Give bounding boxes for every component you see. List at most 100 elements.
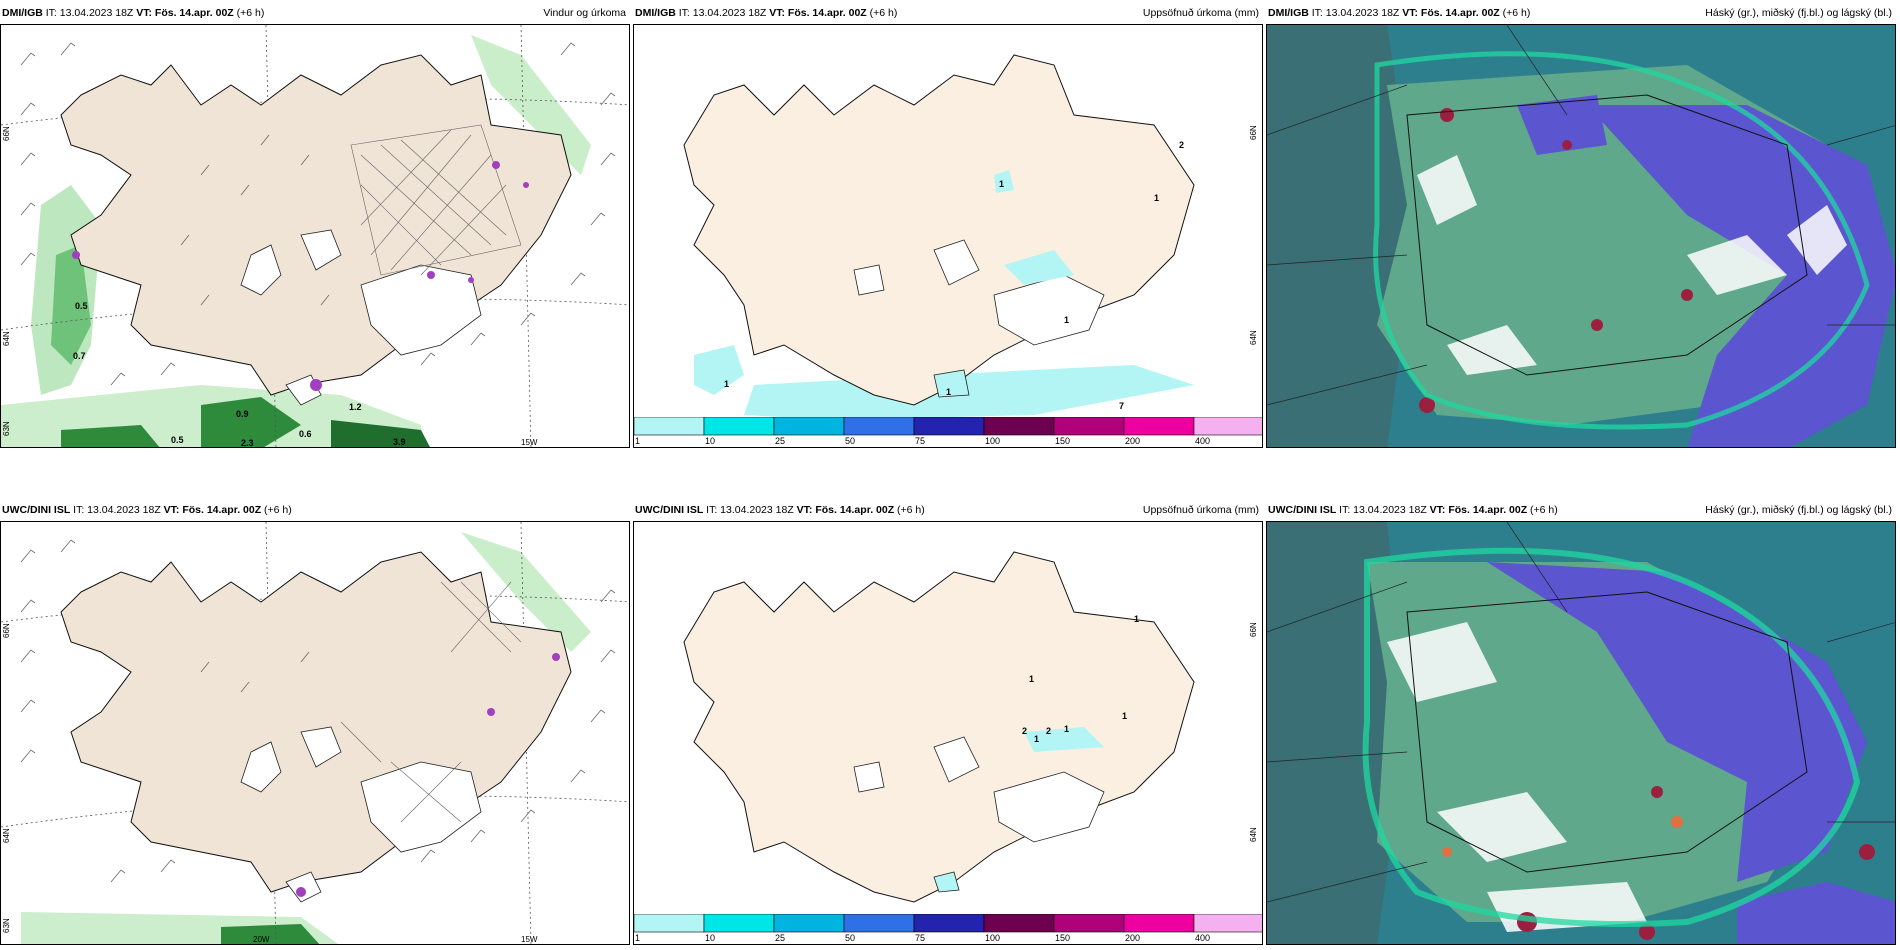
svg-text:0.6: 0.6 xyxy=(299,429,312,439)
colorbar-tick: 10 xyxy=(705,436,715,446)
colorbar-tick: 200 xyxy=(1125,436,1140,446)
colorbar-tick: 150 xyxy=(1055,933,1070,943)
colorbar-cell xyxy=(1053,417,1125,436)
panel-title: Háský (gr.), miðský (fj.bl.) og lágský (… xyxy=(1705,504,1892,516)
colorbar-tick: 200 xyxy=(1125,933,1140,943)
svg-text:64N: 64N xyxy=(2,828,11,843)
colorbar-cell xyxy=(1193,417,1262,436)
panel-precip-bottom: UWC/DINI ISL IT: 13.04.2023 18Z VT: Fös.… xyxy=(633,497,1263,945)
svg-text:1: 1 xyxy=(1064,315,1069,325)
svg-text:66N: 66N xyxy=(2,623,11,638)
map-frame xyxy=(1266,521,1896,945)
colorbar-cell xyxy=(1193,914,1262,933)
panel-title: Uppsöfnuð úrkoma (mm) xyxy=(1142,7,1259,19)
colorbar-tick: 400 xyxy=(1195,933,1210,943)
colorbar-tick: 25 xyxy=(775,436,785,446)
panel-header: DMI/IGB IT: 13.04.2023 18Z VT: Fös. 14.a… xyxy=(2,7,265,19)
colorbar-cell xyxy=(773,417,845,436)
map-frame: 1 1 2 2 1 1 1 66N 64N xyxy=(633,521,1263,945)
svg-text:0.5: 0.5 xyxy=(75,301,88,311)
panel-title: Háský (gr.), miðský (fj.bl.) og lágský (… xyxy=(1705,7,1892,19)
wind-map: 0.5 0.7 0.9 0.6 0.5 2.3 3.9 1.2 66N 64N … xyxy=(1,25,629,448)
colorbar-tick: 1 xyxy=(635,436,640,446)
svg-text:64N: 64N xyxy=(1249,827,1258,842)
precip-map: 1 1 1 1 7 1 2 66N 64N xyxy=(634,25,1262,447)
svg-text:1: 1 xyxy=(1134,614,1139,624)
svg-text:0.5: 0.5 xyxy=(171,435,184,445)
colorbar-svg: 1 10 25 50 75 100 150 200 400 xyxy=(634,417,1262,446)
panel-header: UWC/DINI ISL IT: 13.04.2023 18Z VT: Fös.… xyxy=(2,504,292,516)
svg-text:66N: 66N xyxy=(2,126,11,141)
colorbar-cell xyxy=(913,914,985,933)
map-frame xyxy=(1266,24,1896,448)
svg-text:1: 1 xyxy=(999,179,1004,189)
colorbar-cell xyxy=(913,417,985,436)
svg-text:2.3: 2.3 xyxy=(241,438,254,448)
panel-header: UWC/DINI ISL IT: 13.04.2023 18Z VT: Fös.… xyxy=(1268,504,1558,516)
svg-text:1: 1 xyxy=(1154,193,1159,203)
svg-text:1: 1 xyxy=(1034,734,1039,744)
panel-cloud-top: DMI/IGB IT: 13.04.2023 18Z VT: Fös. 14.a… xyxy=(1266,0,1896,448)
panel-header: UWC/DINI ISL IT: 13.04.2023 18Z VT: Fös.… xyxy=(635,504,925,516)
svg-text:7: 7 xyxy=(1119,401,1124,411)
panel-wind-top: DMI/IGB IT: 13.04.2023 18Z VT: Fös. 14.a… xyxy=(0,0,630,448)
svg-text:64N: 64N xyxy=(2,331,11,346)
colorbar-tick: 1 xyxy=(635,933,640,943)
colorbar-cell xyxy=(703,417,775,436)
map-frame: 66N 64N 63N 20W 15W xyxy=(0,521,630,945)
panel-precip-top: DMI/IGB IT: 13.04.2023 18Z VT: Fös. 14.a… xyxy=(633,0,1263,448)
colorbar-cell xyxy=(634,417,705,436)
panel-header: DMI/IGB IT: 13.04.2023 18Z VT: Fös. 14.a… xyxy=(635,7,898,19)
colorbar-tick: 75 xyxy=(915,933,925,943)
svg-text:2: 2 xyxy=(1046,726,1051,736)
colorbar-cell xyxy=(843,417,915,436)
panel-title: Uppsöfnuð úrkoma (mm) xyxy=(1142,504,1259,516)
colorbar-cell xyxy=(773,914,845,933)
colorbar-cell xyxy=(1123,914,1195,933)
svg-text:1: 1 xyxy=(1122,711,1127,721)
svg-text:1: 1 xyxy=(724,379,729,389)
colorbar-cell xyxy=(983,914,1055,933)
svg-text:66N: 66N xyxy=(1249,622,1258,637)
map-frame: 0.5 0.7 0.9 0.6 0.5 2.3 3.9 1.2 66N 64N … xyxy=(0,24,630,448)
svg-text:15W: 15W xyxy=(521,935,538,944)
colorbar-tick: 400 xyxy=(1195,436,1210,446)
colorbar: 1 10 25 50 75 100 150 200 400 xyxy=(634,417,1262,447)
colorbar-svg: 1 10 25 50 75 100 150 200 400 xyxy=(634,914,1262,943)
svg-text:1: 1 xyxy=(946,387,951,397)
svg-text:1: 1 xyxy=(1064,724,1069,734)
svg-text:0.7: 0.7 xyxy=(73,351,86,361)
colorbar-cell xyxy=(843,914,915,933)
panel-title: Vindur og úrkoma xyxy=(543,7,626,19)
svg-text:0.9: 0.9 xyxy=(236,409,249,419)
svg-text:63N: 63N xyxy=(2,918,11,933)
svg-text:15W: 15W xyxy=(521,438,538,447)
svg-text:64N: 64N xyxy=(1249,330,1258,345)
cloud-map xyxy=(1267,522,1895,944)
svg-text:63N: 63N xyxy=(2,421,11,436)
colorbar-tick: 50 xyxy=(845,933,855,943)
map-frame: 1 1 1 1 7 1 2 66N 64N xyxy=(633,24,1263,448)
colorbar-tick: 50 xyxy=(845,436,855,446)
svg-text:3.9: 3.9 xyxy=(393,437,406,447)
wind-map: 66N 64N 63N 20W 15W xyxy=(1,522,629,944)
colorbar-tick: 10 xyxy=(705,933,715,943)
colorbar-cell xyxy=(703,914,775,933)
svg-text:66N: 66N xyxy=(1249,125,1258,140)
svg-text:1: 1 xyxy=(1029,674,1034,684)
colorbar: 1 10 25 50 75 100 150 200 400 xyxy=(634,914,1262,944)
colorbar-cell xyxy=(1123,417,1195,436)
panel-wind-bottom: UWC/DINI ISL IT: 13.04.2023 18Z VT: Fös.… xyxy=(0,497,630,945)
colorbar-cell xyxy=(634,914,705,933)
svg-text:2: 2 xyxy=(1022,726,1027,736)
colorbar-cell xyxy=(1053,914,1125,933)
colorbar-tick: 100 xyxy=(985,436,1000,446)
svg-text:20W: 20W xyxy=(253,935,270,944)
panel-cloud-bottom: UWC/DINI ISL IT: 13.04.2023 18Z VT: Fös.… xyxy=(1266,497,1896,945)
colorbar-tick: 25 xyxy=(775,933,785,943)
colorbar-tick: 150 xyxy=(1055,436,1070,446)
panel-header: DMI/IGB IT: 13.04.2023 18Z VT: Fös. 14.a… xyxy=(1268,7,1531,19)
colorbar-cell xyxy=(983,417,1055,436)
colorbar-tick: 100 xyxy=(985,933,1000,943)
colorbar-tick: 75 xyxy=(915,436,925,446)
